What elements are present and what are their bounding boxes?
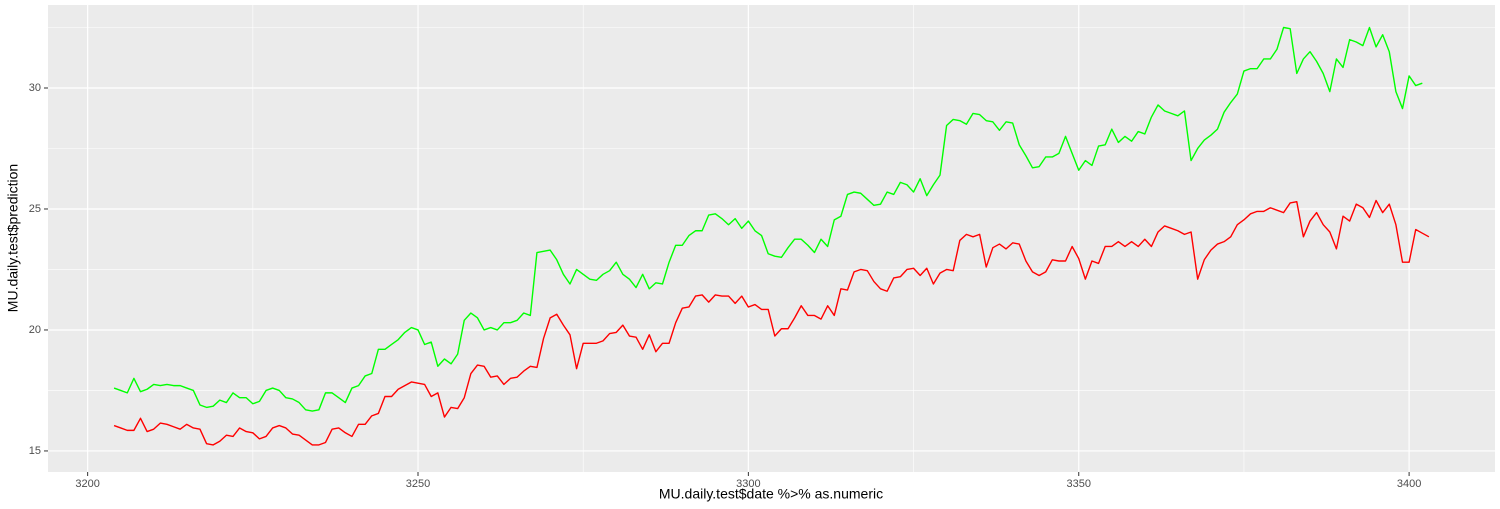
y-axis-title: MU.daily.test$prediction <box>5 164 21 312</box>
x-tick-label: 3350 <box>1066 478 1090 490</box>
y-tick-label: 20 <box>29 324 41 336</box>
x-tick-label: 3250 <box>406 478 430 490</box>
series-line <box>113 199 1430 446</box>
x-tick-label: 3400 <box>1397 478 1421 490</box>
y-tick-label: 25 <box>29 203 41 215</box>
series-line <box>113 26 1423 412</box>
y-tick-label: 30 <box>29 82 41 94</box>
x-tick-label: 3200 <box>75 478 99 490</box>
x-tick-label: 3300 <box>736 478 760 490</box>
y-tick-label: 15 <box>29 445 41 457</box>
x-axis-title: MU.daily.test$date %>% as.numeric <box>659 486 883 502</box>
panel-background <box>48 5 1495 472</box>
